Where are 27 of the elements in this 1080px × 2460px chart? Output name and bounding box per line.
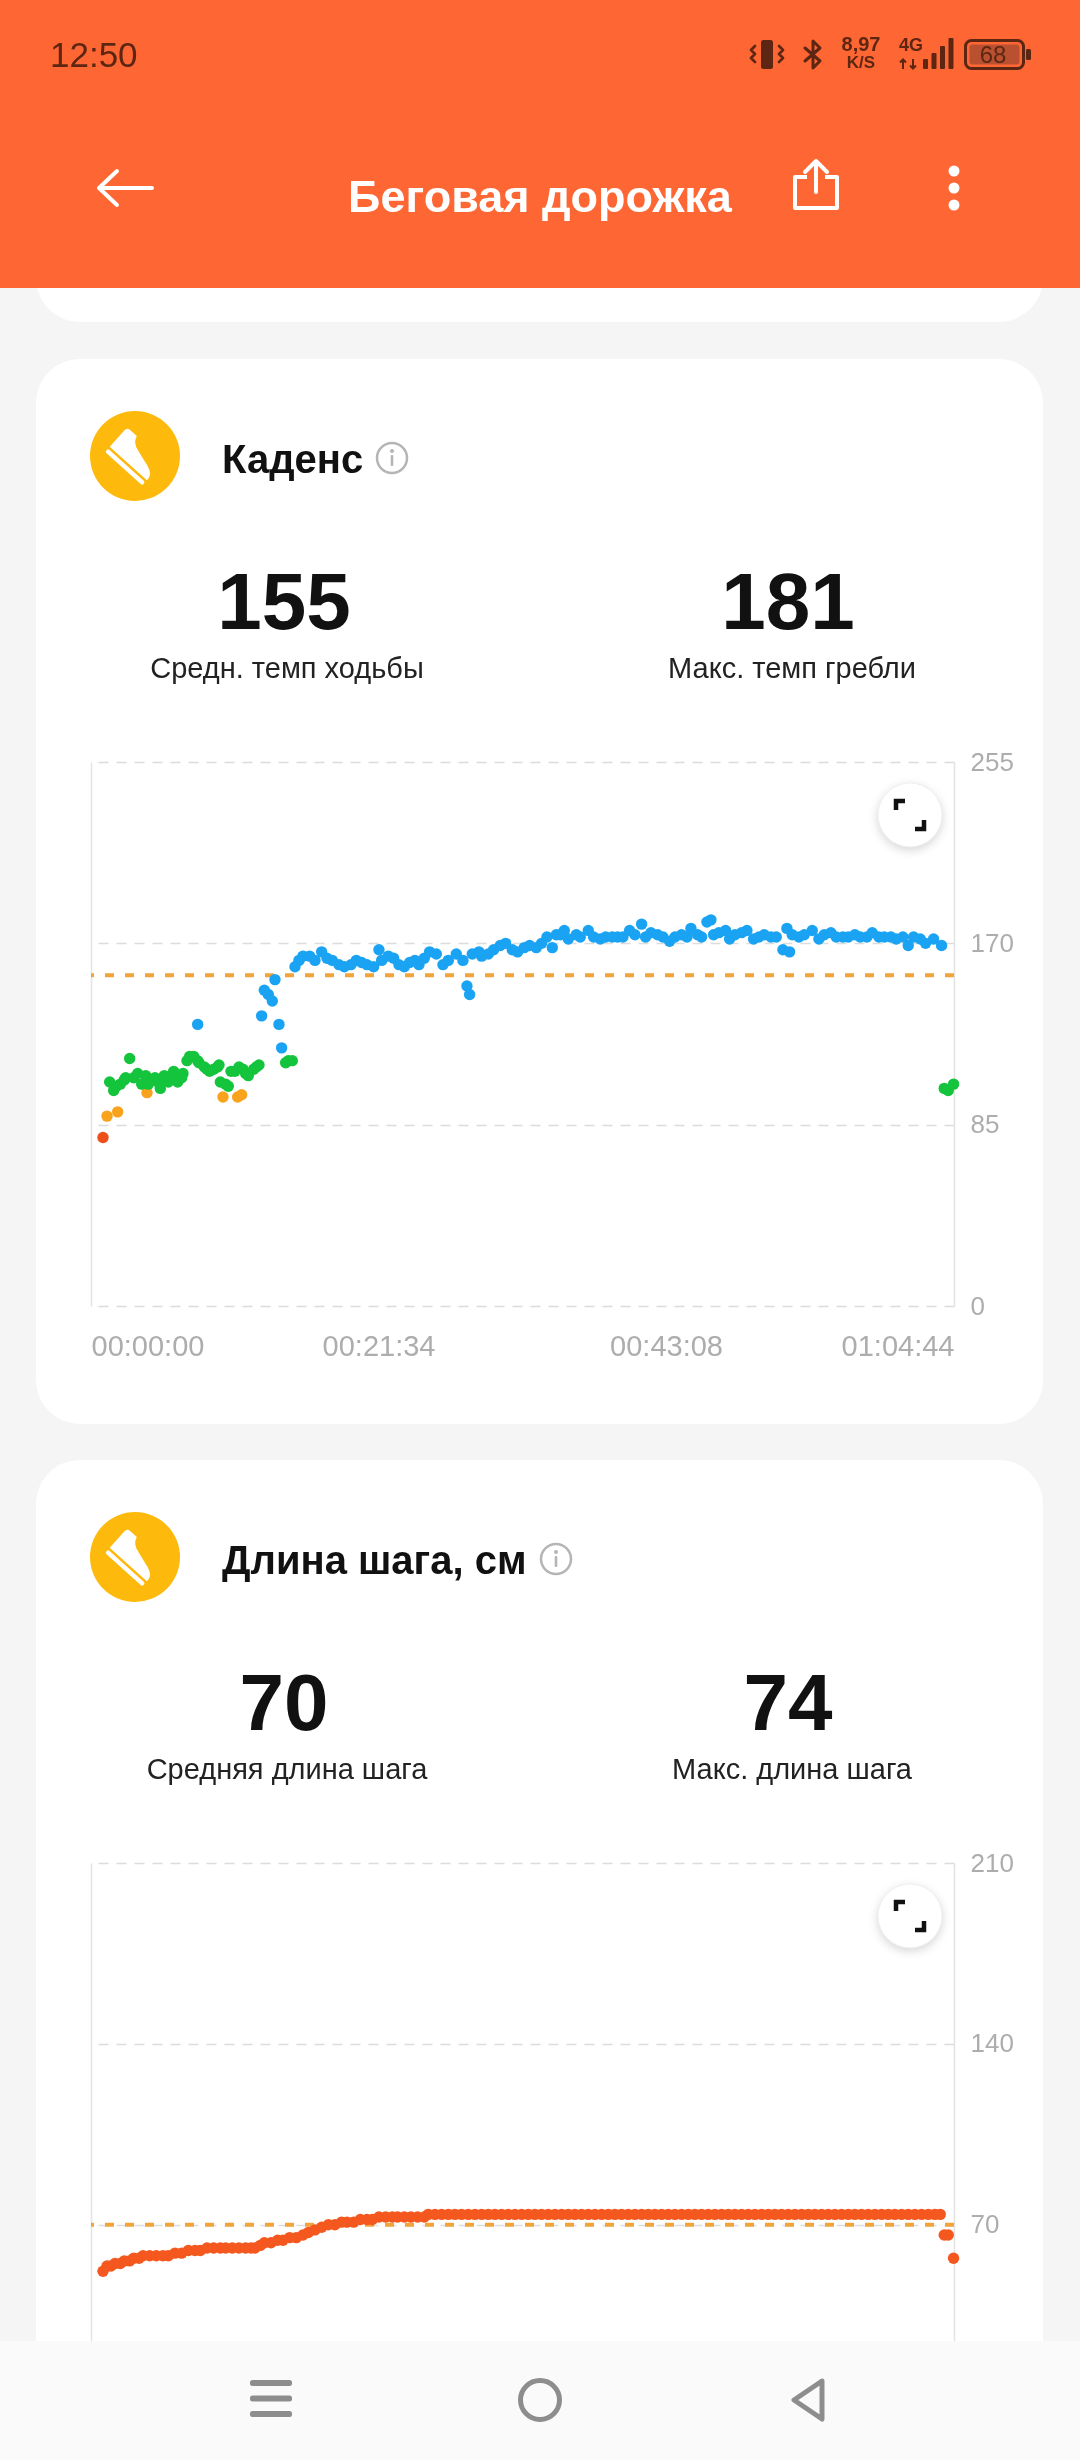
y-tick-label: 140: [970, 2028, 1014, 2059]
text: 70: [239, 1658, 329, 1747]
x-tick-label: 00:21:34: [322, 1329, 436, 1362]
y-tick-label: 0: [970, 1290, 985, 1321]
x-tick-label: 00:00:00: [91, 1329, 205, 1362]
y-tick-label: 70: [970, 2209, 1000, 2240]
text: Беговая дорожка: [348, 171, 732, 222]
text: K/S: [846, 53, 876, 72]
text: Средн. темп ходьбы: [150, 652, 424, 684]
text: 4G: [898, 35, 924, 55]
y-tick-label: 170: [970, 927, 1014, 958]
x-tick-label: 00:43:08: [610, 1329, 723, 1362]
y-tick-label: 255: [970, 746, 1014, 777]
text: 12:50: [50, 35, 138, 74]
chart-title: Длина шага, см: [222, 1538, 527, 1582]
y-tick-label: 85: [970, 1109, 1000, 1140]
text: 8,97: [841, 33, 881, 55]
text: 155: [217, 557, 351, 646]
text: Макс. длина шага: [672, 1753, 912, 1785]
x-tick-label: 01:04:44: [841, 1329, 955, 1362]
text: Средняя длина шага: [146, 1753, 428, 1785]
text: 181: [721, 557, 855, 646]
text: Макс. темп гребли: [668, 652, 916, 684]
text: 74: [743, 1658, 833, 1747]
chart-title: Каденс: [222, 437, 364, 481]
y-tick-label: 210: [970, 1847, 1014, 1878]
text: 68: [979, 41, 1007, 68]
